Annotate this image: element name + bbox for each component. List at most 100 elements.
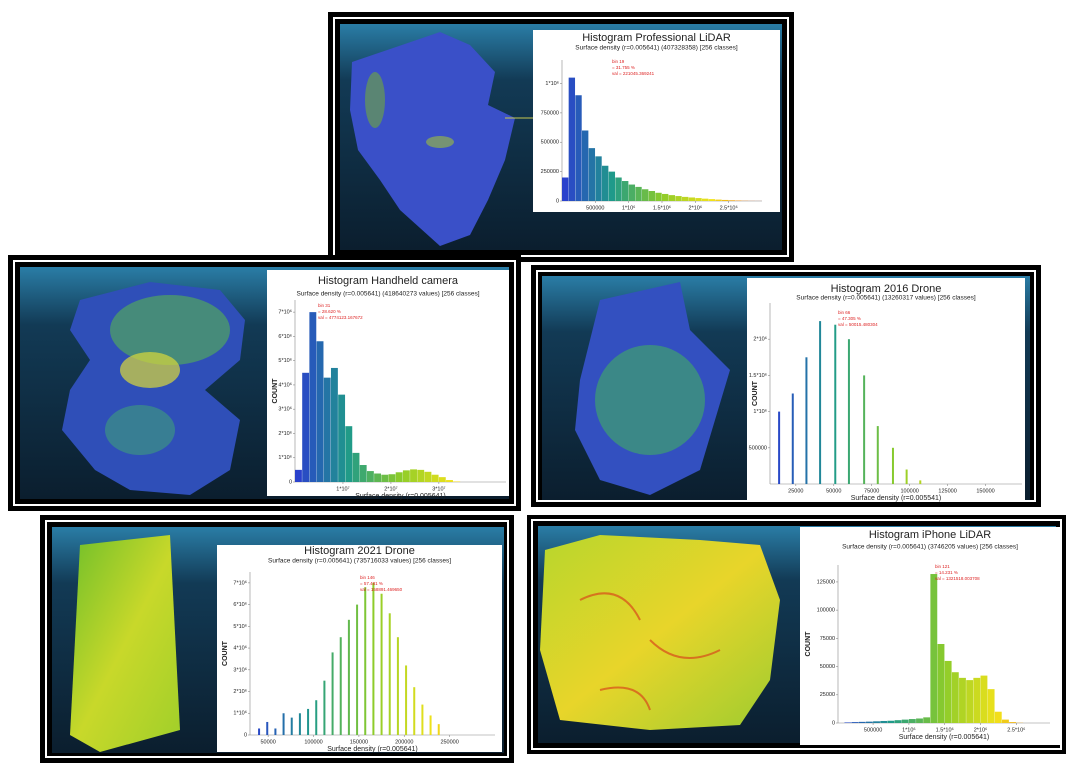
y-tick-label: 4*10⁶ xyxy=(278,381,292,388)
histogram-bar xyxy=(266,722,268,735)
histogram-bar xyxy=(906,470,908,484)
histogram-bar xyxy=(995,712,1002,723)
y-tick-label: 0 xyxy=(556,198,559,204)
histogram-bar xyxy=(649,191,655,201)
histogram-bar xyxy=(291,718,293,735)
y-tick-label: 250000 xyxy=(541,169,559,175)
histogram-bar xyxy=(792,394,794,485)
histogram-bar xyxy=(299,713,301,735)
histogram-bar xyxy=(916,718,923,723)
x-axis-label: Surface density (r=0.005641) xyxy=(355,493,445,500)
y-tick-label: 1*10⁶ xyxy=(545,80,559,87)
x-tick-label: 1.5*10⁶ xyxy=(653,204,671,211)
histogram-bar xyxy=(952,672,959,723)
x-tick-label: 3*10⁷ xyxy=(432,485,445,492)
histogram-bar xyxy=(844,722,851,723)
x-tick-label: 2*10⁷ xyxy=(384,485,397,492)
histogram-bar xyxy=(722,200,728,201)
histogram-bar xyxy=(981,676,988,723)
histogram-bar xyxy=(432,475,439,482)
histogram-bar xyxy=(880,721,887,723)
histogram-bar xyxy=(389,474,396,482)
histogram-bar xyxy=(317,341,324,482)
y-tick-label: 7*10⁶ xyxy=(278,309,292,316)
y-tick-label: 1*10⁶ xyxy=(233,710,247,717)
x-tick-label: 2.5*10⁶ xyxy=(720,204,738,211)
histogram-bar xyxy=(396,472,403,482)
histogram-bar xyxy=(695,198,701,201)
histogram-bar xyxy=(945,661,952,723)
histogram-bar xyxy=(353,453,360,482)
figure: Histogram Professional LiDARSurface dens… xyxy=(0,0,1066,763)
histogram-bar xyxy=(778,412,780,484)
histogram-bar xyxy=(274,728,276,735)
histogram-bar xyxy=(682,197,688,201)
histogram-bar xyxy=(615,178,621,202)
y-tick-label: 1*10⁶ xyxy=(278,454,292,461)
histogram-bar xyxy=(424,472,431,482)
chart-title: Histogram iPhone LiDAR xyxy=(869,529,991,541)
bin-annotation: val = 158891.469650 xyxy=(360,587,403,592)
y-axis-label: COUNT xyxy=(805,631,812,657)
y-tick-label: 100000 xyxy=(817,608,835,614)
x-tick-label: 500000 xyxy=(864,727,882,733)
histogram-bar xyxy=(930,574,937,723)
histogram-bar xyxy=(902,720,909,723)
y-tick-label: 750000 xyxy=(541,110,559,116)
x-tick-label: 1.5*10⁶ xyxy=(936,726,954,733)
chart-title: Histogram Handheld camera xyxy=(318,275,459,287)
y-tick-label: 25000 xyxy=(820,692,835,698)
bin-annotation: val = 221045.369241 xyxy=(612,71,655,76)
x-tick-label: 50000 xyxy=(260,739,275,745)
histogram-bar xyxy=(863,375,865,484)
histogram-bar xyxy=(309,312,316,482)
bin-annotation: = 31.755 % xyxy=(612,65,635,70)
histogram-bar xyxy=(729,200,735,201)
histogram-bar xyxy=(819,321,821,484)
y-tick-label: 2*10⁶ xyxy=(753,336,767,343)
histogram-bar xyxy=(988,689,995,723)
histogram-bar xyxy=(909,719,916,723)
histogram-bar xyxy=(629,185,635,201)
x-tick-label: 500000 xyxy=(586,205,604,211)
histogram-bar xyxy=(438,724,440,735)
histogram-bar xyxy=(405,665,407,735)
y-axis-label: COUNT xyxy=(222,640,229,666)
histogram-bar xyxy=(430,715,432,735)
bin-annotation: val = 1321518.003708 xyxy=(935,576,980,581)
histogram-bar xyxy=(338,395,345,482)
histogram-bar xyxy=(367,471,374,482)
histogram-bar xyxy=(669,195,675,201)
histogram-bar xyxy=(709,199,715,201)
bin-annotation: bin 146 xyxy=(360,575,375,580)
x-tick-label: 150000 xyxy=(976,488,994,494)
histogram-bar xyxy=(966,680,973,723)
histogram-bar xyxy=(622,181,628,201)
histogram-bar xyxy=(973,678,980,723)
histogram-bar xyxy=(702,199,708,201)
histogram-bar xyxy=(340,637,342,735)
y-tick-label: 3*10⁶ xyxy=(278,406,292,413)
histogram-bar xyxy=(609,172,615,201)
y-tick-label: 6*10⁶ xyxy=(278,333,292,340)
histogram-bar xyxy=(675,196,681,201)
histogram-bar xyxy=(302,373,309,482)
histogram-bar xyxy=(642,189,648,201)
histogram-bar xyxy=(323,681,325,735)
histogram-bar xyxy=(877,426,879,484)
bin-annotation: bin 66 xyxy=(838,310,851,315)
histogram-bar xyxy=(348,620,350,735)
chart-subtitle: Surface density (r=0.005641) (407328358)… xyxy=(575,45,738,52)
x-axis-label: Surface density (r=0.005641) xyxy=(327,746,417,753)
x-tick-label: 200000 xyxy=(395,739,413,745)
histogram-bar xyxy=(582,131,588,202)
histogram-bar xyxy=(575,95,581,201)
histogram-bar xyxy=(345,426,352,482)
y-tick-label: 3*10⁶ xyxy=(233,666,247,673)
chart-subtitle: Surface density (r=0.005641) (418640273 … xyxy=(296,291,479,298)
x-tick-label: 150000 xyxy=(350,739,368,745)
histogram-bar xyxy=(403,470,410,482)
histogram-bar xyxy=(381,594,383,735)
histogram-bar xyxy=(602,166,608,201)
histogram-bar xyxy=(895,720,902,723)
